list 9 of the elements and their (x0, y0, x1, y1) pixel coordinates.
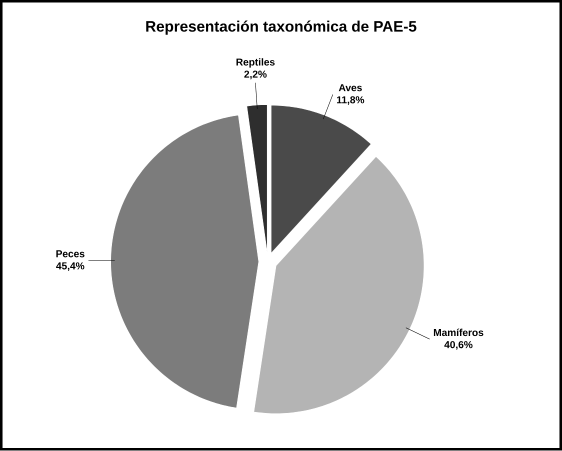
data-label: 40,6% (444, 341, 473, 350)
slice-label: Aves (338, 84, 362, 92)
data-label: 11,8% (337, 96, 364, 106)
slice-label: Reptiles (236, 58, 275, 68)
chart-title: Representación taxonómica de PAE-5 (146, 20, 416, 35)
slice-label: Peces (56, 250, 84, 258)
data-label: 2,2% (244, 70, 267, 80)
data-label: 45,4% (56, 262, 84, 272)
slice-label: Mamíferos (434, 328, 484, 336)
